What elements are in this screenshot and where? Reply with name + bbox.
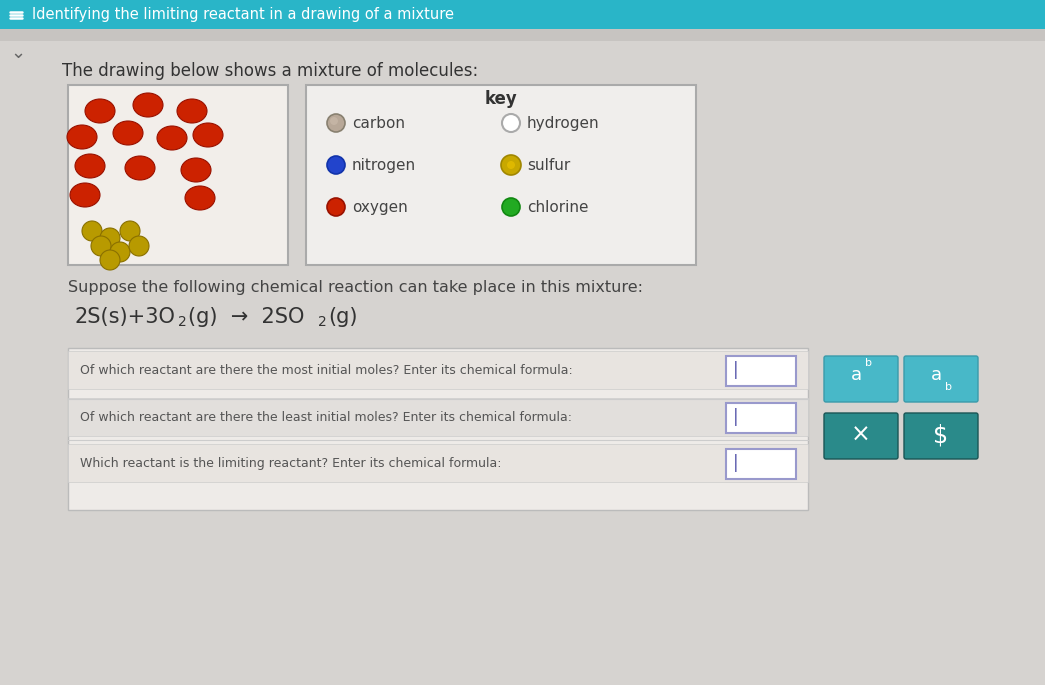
Bar: [726, 449, 796, 479]
Bar: [68, 398, 808, 436]
Text: Of which reactant are there the most initial moles? Enter its chemical formula:: Of which reactant are there the most ini…: [80, 364, 573, 377]
Text: carbon: carbon: [352, 116, 405, 131]
Ellipse shape: [67, 125, 97, 149]
Circle shape: [82, 221, 102, 241]
Circle shape: [501, 155, 521, 175]
Text: a: a: [851, 366, 861, 384]
Ellipse shape: [181, 158, 211, 182]
Text: ⌄: ⌄: [10, 44, 25, 62]
Text: Identifying the limiting reactant in a drawing of a mixture: Identifying the limiting reactant in a d…: [32, 7, 454, 22]
Ellipse shape: [113, 121, 143, 145]
Text: oxygen: oxygen: [352, 199, 408, 214]
Bar: [68, 351, 808, 389]
Ellipse shape: [177, 99, 207, 123]
Circle shape: [330, 117, 338, 125]
FancyBboxPatch shape: [306, 85, 696, 265]
Ellipse shape: [133, 93, 163, 117]
Text: hydrogen: hydrogen: [527, 116, 600, 131]
Text: |: |: [733, 454, 739, 472]
Text: ×: ×: [851, 423, 870, 447]
FancyBboxPatch shape: [68, 348, 808, 510]
Circle shape: [91, 236, 111, 256]
Text: 2S(s)+3O: 2S(s)+3O: [75, 307, 176, 327]
Text: a: a: [930, 366, 942, 384]
FancyBboxPatch shape: [904, 413, 978, 459]
Text: The drawing below shows a mixture of molecules:: The drawing below shows a mixture of mol…: [62, 62, 479, 80]
Text: nitrogen: nitrogen: [352, 158, 416, 173]
Text: b: b: [864, 358, 872, 368]
Ellipse shape: [125, 156, 155, 180]
Text: Of which reactant are there the least initial moles? Enter its chemical formula:: Of which reactant are there the least in…: [80, 410, 572, 423]
Text: key: key: [485, 90, 517, 108]
Text: (g)  →  2SO: (g) → 2SO: [188, 307, 304, 327]
Bar: [726, 356, 796, 386]
Bar: [726, 403, 796, 433]
Bar: [0, 29, 1045, 41]
Circle shape: [129, 236, 149, 256]
Text: (g): (g): [328, 307, 357, 327]
Circle shape: [100, 250, 120, 270]
Text: Which reactant is the limiting reactant? Enter its chemical formula:: Which reactant is the limiting reactant?…: [80, 456, 502, 469]
Bar: [68, 444, 808, 482]
Ellipse shape: [70, 183, 100, 207]
Text: Suppose the following chemical reaction can take place in this mixture:: Suppose the following chemical reaction …: [68, 279, 643, 295]
Circle shape: [120, 221, 140, 241]
Text: 2: 2: [318, 315, 327, 329]
Ellipse shape: [85, 99, 115, 123]
Ellipse shape: [193, 123, 223, 147]
Circle shape: [110, 242, 130, 262]
Ellipse shape: [75, 154, 104, 178]
Bar: [0, 0, 1045, 29]
Ellipse shape: [185, 186, 215, 210]
Text: sulfur: sulfur: [527, 158, 571, 173]
Text: chlorine: chlorine: [527, 199, 588, 214]
FancyBboxPatch shape: [68, 85, 288, 265]
Circle shape: [502, 114, 520, 132]
FancyBboxPatch shape: [825, 413, 898, 459]
Text: |: |: [733, 361, 739, 379]
Circle shape: [327, 156, 345, 174]
Circle shape: [327, 114, 345, 132]
FancyBboxPatch shape: [825, 356, 898, 402]
Circle shape: [502, 198, 520, 216]
Circle shape: [100, 228, 120, 248]
Ellipse shape: [157, 126, 187, 150]
Circle shape: [327, 198, 345, 216]
FancyBboxPatch shape: [904, 356, 978, 402]
Text: b: b: [945, 382, 952, 392]
Circle shape: [507, 161, 515, 169]
Text: |: |: [733, 408, 739, 426]
Text: $: $: [933, 423, 949, 447]
Text: 2: 2: [178, 315, 187, 329]
